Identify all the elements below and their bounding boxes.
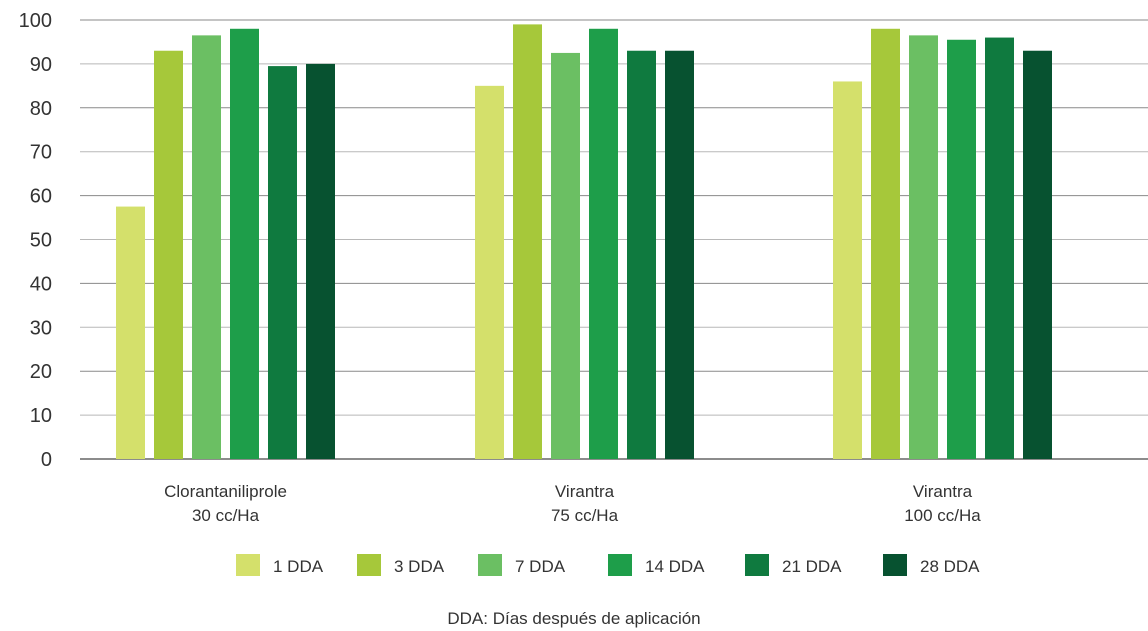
legend-swatch	[236, 554, 260, 576]
x-category-label: Clorantaniliprole	[164, 482, 287, 501]
y-tick-label: 90	[30, 54, 52, 76]
bar-28-dda-group-3	[1023, 50, 1052, 459]
legend-swatch	[883, 554, 907, 576]
legend: 1 DDA 3 DDA 7 DDA 14 DDA 21 DDA 28 DDA	[236, 554, 980, 576]
legend-label: 3 DDA	[394, 557, 445, 576]
bar-1-dda-group-1	[116, 206, 145, 459]
bar-28-dda-group-2	[665, 50, 694, 459]
x-category-label: 30 cc/Ha	[192, 506, 260, 525]
y-tick-label: 10	[30, 405, 52, 427]
y-tick-label: 40	[30, 273, 52, 295]
y-tick-label: 80	[30, 98, 52, 120]
bar-1-dda-group-2	[475, 85, 504, 459]
legend-label: 21 DDA	[782, 557, 842, 576]
bar-3-dda-group-1	[154, 50, 183, 459]
legend-label: 28 DDA	[920, 557, 980, 576]
x-category-label: 75 cc/Ha	[551, 506, 619, 525]
bar-28-dda-group-1	[306, 63, 335, 460]
bar-21-dda-group-3	[985, 37, 1014, 460]
legend-label: 1 DDA	[273, 557, 324, 576]
legend-swatch	[357, 554, 381, 576]
x-category-label: Virantra	[555, 482, 615, 501]
y-tick-label: 30	[30, 317, 52, 339]
footnote: DDA: Días después de aplicación	[447, 609, 700, 628]
legend-label: 7 DDA	[515, 557, 566, 576]
legend-label: 14 DDA	[645, 557, 705, 576]
legend-swatch	[608, 554, 632, 576]
bar-14-dda-group-3	[947, 39, 976, 459]
y-axis-ticks: 0 10 20 30 40 50 60 70 80 90 100	[19, 10, 52, 471]
y-tick-label: 0	[41, 449, 52, 471]
bars	[116, 24, 1052, 460]
bar-14-dda-group-1	[230, 28, 259, 460]
bar-21-dda-group-1	[268, 66, 297, 459]
bar-3-dda-group-3	[871, 28, 900, 460]
y-tick-label: 20	[30, 361, 52, 383]
x-axis-categories: Clorantaniliprole 30 cc/Ha Virantra 75 cc/H…	[164, 482, 981, 525]
legend-swatch	[745, 554, 769, 576]
bar-7-dda-group-3	[909, 35, 938, 460]
y-tick-label: 60	[30, 186, 52, 208]
legend-swatch	[478, 554, 502, 576]
y-tick-label: 100	[19, 10, 52, 32]
bar-21-dda-group-2	[627, 50, 656, 459]
y-tick-label: 50	[30, 230, 52, 252]
bar-7-dda-group-2	[551, 52, 580, 460]
y-tick-label: 70	[30, 142, 52, 164]
bar-3-dda-group-2	[513, 24, 542, 459]
x-category-label: Virantra	[913, 482, 973, 501]
x-category-label: 100 cc/Ha	[904, 506, 981, 525]
bar-1-dda-group-3	[833, 81, 862, 460]
bar-14-dda-group-2	[589, 28, 618, 460]
bar-7-dda-group-1	[192, 35, 221, 460]
